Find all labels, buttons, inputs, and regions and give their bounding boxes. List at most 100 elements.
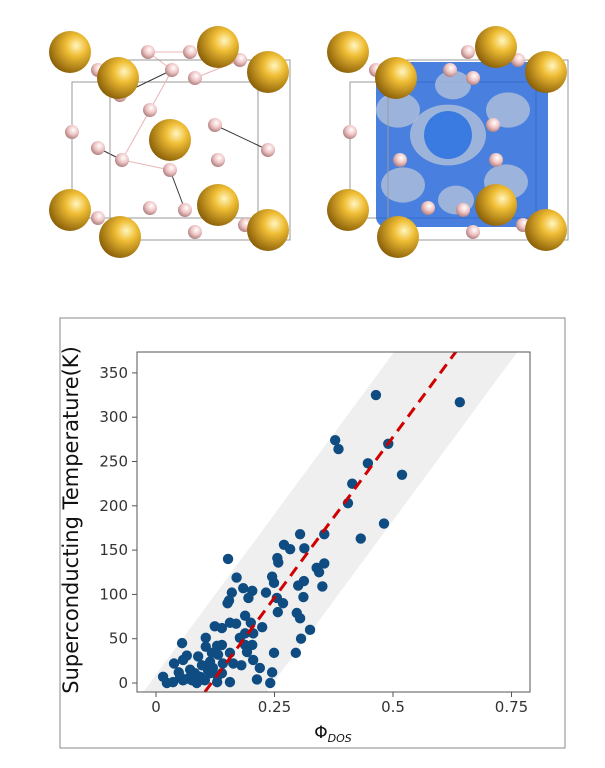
data-point: [231, 572, 242, 583]
data-point: [224, 676, 236, 688]
crystal-structure-left: [49, 26, 291, 258]
data-point: [268, 577, 280, 589]
hydrogen-atom: [466, 225, 480, 239]
x-axis: 0 0.25 0.5 0.75: [151, 692, 528, 716]
hydrogen-atom: [65, 125, 79, 139]
data-point: [273, 557, 284, 568]
hydrogen-atom: [261, 143, 275, 157]
data-point: [299, 543, 310, 554]
scatter-points: [157, 389, 466, 689]
data-point: [294, 528, 306, 540]
bond: [214, 124, 269, 151]
hydrogen-atom: [188, 225, 202, 239]
data-point: [177, 654, 189, 666]
y-axis: 0 50 100 150 200 250 300 350: [99, 364, 137, 692]
data-point: [251, 674, 263, 685]
data-point: [226, 587, 238, 598]
data-point: [256, 621, 268, 633]
data-point: [216, 622, 228, 634]
data-point: [236, 660, 247, 671]
crystal-structure-right: [327, 26, 569, 258]
data-point: [333, 443, 344, 455]
hydrogen-atom: [165, 63, 179, 77]
y-tick-label: 250: [99, 453, 128, 471]
isosurface-hole: [376, 92, 420, 128]
data-point: [230, 618, 242, 629]
x-tick-label: 0.25: [258, 698, 291, 716]
isosurface-hole: [486, 92, 530, 128]
hydrogen-atom: [91, 211, 105, 225]
data-point: [304, 624, 316, 636]
data-point: [313, 567, 325, 578]
data-point: [168, 658, 180, 669]
data-point: [293, 580, 304, 591]
data-point: [277, 598, 289, 609]
data-point: [200, 632, 211, 644]
hydrogen-atom: [211, 153, 225, 167]
data-point: [183, 673, 194, 684]
data-point: [317, 581, 328, 592]
hydrogen-atom: [91, 141, 105, 155]
data-point: [173, 667, 184, 678]
metal-atom: [327, 31, 369, 73]
x-axis-label: ΦDOS: [314, 723, 352, 745]
hydrogen-atom: [178, 203, 192, 217]
data-point: [284, 544, 296, 555]
hydrogen-atom: [143, 103, 157, 117]
hydrogen-atom: [208, 118, 222, 132]
hydrogen-atom: [343, 125, 357, 139]
hydrogen-atom: [489, 153, 503, 167]
hydrogen-atom: [163, 163, 177, 177]
metal-atom: [375, 57, 417, 99]
hydrogen-atom: [486, 118, 500, 132]
metal-atom: [475, 184, 517, 226]
metal-atom: [149, 119, 191, 161]
y-axis-label: Superconducting Temperature(K): [59, 346, 83, 694]
data-point: [176, 637, 188, 649]
chart-frame: [59, 317, 566, 749]
data-point: [290, 647, 302, 659]
data-point: [241, 646, 253, 658]
hydrogen-atom: [188, 71, 202, 85]
x-axis-label-subscript: DOS: [328, 732, 352, 745]
hydrogen-atom: [456, 203, 470, 217]
data-point: [265, 677, 276, 689]
data-point: [329, 435, 341, 446]
data-point: [192, 651, 204, 662]
metal-atom: [49, 31, 91, 73]
bond: [121, 159, 171, 171]
data-point: [266, 667, 278, 678]
isosurface-hole: [381, 167, 425, 203]
metal-atom: [97, 57, 139, 99]
hydrogen-atom: [421, 201, 435, 215]
hydrogen-atom: [141, 45, 155, 59]
metal-atom: [525, 209, 567, 251]
bond: [149, 69, 173, 111]
metal-atom: [475, 26, 517, 68]
data-point: [217, 658, 229, 669]
data-point: [247, 654, 259, 666]
hydrogen-atom: [115, 153, 129, 167]
data-point: [243, 592, 254, 604]
y-tick-label: 200: [99, 497, 128, 515]
data-point: [272, 606, 284, 618]
y-tick-label: 100: [99, 585, 128, 603]
hydrogen-atom: [393, 153, 407, 167]
y-tick-label: 0: [118, 674, 128, 692]
data-point: [355, 533, 366, 544]
confidence-band: [143, 352, 518, 692]
hydrogen-atom: [143, 201, 157, 215]
y-tick-label: 300: [99, 408, 128, 426]
data-point: [294, 613, 306, 624]
data-point: [222, 553, 234, 565]
data-point: [216, 639, 228, 651]
x-tick-label: 0.5: [381, 698, 405, 716]
metal-atom: [525, 51, 567, 93]
x-axis-label-main: Φ: [314, 723, 327, 743]
isosurface-core: [424, 111, 472, 159]
data-point: [370, 389, 382, 401]
y-tick-label: 350: [99, 364, 128, 382]
metal-atom: [197, 184, 239, 226]
data-point: [260, 587, 272, 598]
